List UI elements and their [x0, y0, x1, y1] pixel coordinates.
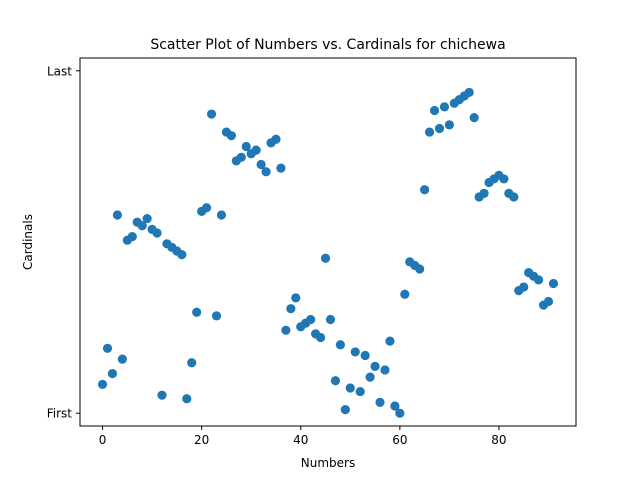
data-point [509, 192, 519, 202]
x-tick-label: 60 [392, 433, 407, 447]
data-point [157, 390, 167, 400]
data-point [355, 386, 365, 397]
data-point [206, 109, 217, 119]
data-point [360, 350, 370, 361]
data-point [97, 379, 108, 389]
data-point [320, 253, 331, 263]
data-point [202, 203, 212, 213]
chart-title: Scatter Plot of Numbers vs. Cardinals fo… [150, 37, 505, 53]
data-point [519, 282, 529, 292]
data-point [375, 397, 385, 407]
data-point [548, 278, 559, 289]
data-point [533, 275, 544, 285]
data-point [325, 314, 336, 325]
data-point [211, 311, 222, 321]
plot-frame [79, 57, 577, 427]
data-point [137, 221, 147, 231]
x-tick-label: 20 [194, 433, 209, 447]
data-point [365, 372, 375, 382]
data-points [97, 87, 559, 418]
data-point [236, 152, 246, 162]
data-point [479, 188, 489, 198]
data-point [102, 343, 113, 353]
data-point [256, 159, 266, 170]
data-point [370, 361, 380, 371]
x-tick-label: 0 [99, 433, 107, 447]
y-tick-label: First [47, 407, 73, 421]
data-point [315, 332, 326, 343]
data-point [439, 102, 450, 112]
data-point [400, 289, 410, 299]
data-point [177, 250, 187, 260]
data-point [187, 358, 197, 368]
data-point [499, 174, 509, 184]
data-point [152, 228, 162, 238]
data-point [251, 145, 261, 155]
data-point [127, 231, 137, 242]
data-point [385, 336, 395, 346]
data-point [306, 314, 316, 325]
data-point [434, 123, 445, 134]
data-point [192, 307, 202, 317]
data-point [182, 394, 192, 404]
data-point [444, 120, 454, 130]
data-point [380, 365, 390, 375]
data-point [112, 210, 123, 220]
data-point [543, 296, 554, 307]
data-point [469, 113, 479, 123]
data-point [271, 134, 281, 144]
data-point [216, 210, 227, 220]
data-point [261, 167, 271, 177]
data-point [107, 368, 118, 379]
data-point [350, 347, 360, 357]
data-point [226, 131, 236, 141]
data-point [429, 105, 440, 116]
data-point [390, 401, 400, 411]
x-tick-label: 80 [491, 433, 506, 447]
data-point [276, 163, 286, 173]
plot-area [80, 58, 576, 426]
data-point [241, 141, 251, 152]
y-axis-ticks: First Last [47, 64, 80, 421]
x-axis-label: Numbers [301, 456, 355, 470]
y-axis-label: Cardinals [21, 214, 35, 270]
data-point [281, 325, 291, 335]
data-point [330, 376, 341, 386]
data-point [340, 405, 350, 415]
data-point [142, 213, 152, 224]
data-point [395, 408, 405, 418]
data-point [291, 293, 301, 303]
data-point [117, 354, 127, 364]
data-point [420, 185, 430, 195]
data-point [424, 127, 435, 137]
data-point [286, 304, 296, 314]
data-point [335, 340, 345, 350]
data-point [464, 87, 474, 98]
data-point [345, 383, 355, 393]
data-point [415, 264, 425, 274]
x-axis-ticks: 0 20 40 60 80 [99, 426, 507, 447]
y-tick-label: Last [47, 64, 72, 78]
x-tick-label: 40 [293, 433, 308, 447]
